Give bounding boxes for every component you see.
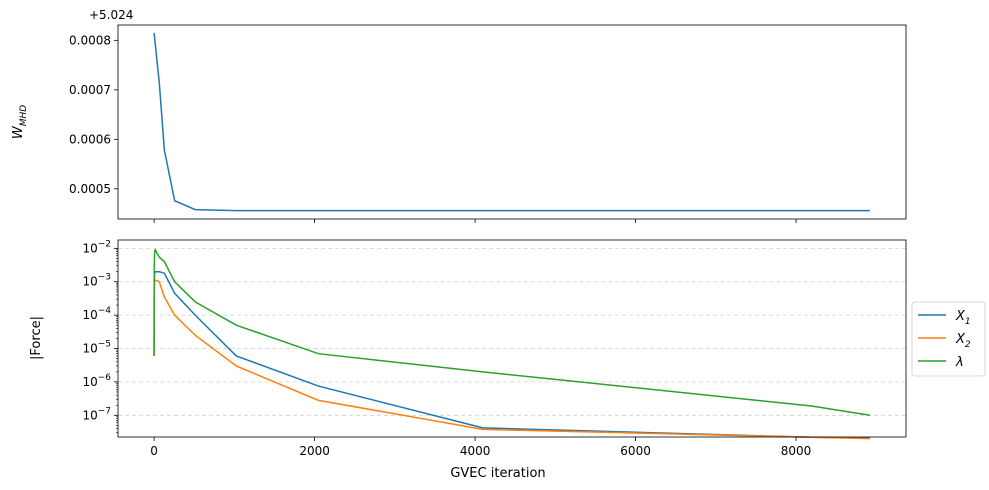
bottom-plot-area [153, 248, 871, 440]
legend-label-2: λ [955, 355, 964, 370]
top-y-tick-label-3: 0.0008 [69, 33, 111, 47]
bottom-y-tick-label-2: 10−5 [82, 340, 111, 356]
top-y-tick-label-1: 0.0006 [69, 132, 111, 146]
bottom-axes-frame [117, 239, 907, 438]
bottom-y-tick-label-3: 10−4 [82, 306, 111, 322]
bottom-x-tick-label-0: 0 [150, 444, 158, 458]
top-y-ticks: 0.0005 0.0006 0.0007 0.0008 [69, 33, 118, 196]
bottom-x-tick-label-4: 8000 [781, 444, 812, 458]
bottom-x-tick-label-2: 4000 [460, 444, 491, 458]
top-series-line-0 [153, 32, 870, 212]
legend-label-0: X1 [955, 309, 971, 327]
bottom-grid [118, 247, 906, 416]
bottom-y-tick-label-5: 10−2 [82, 239, 111, 255]
top-x-ticks [153, 219, 797, 223]
bottom-x-tick-label-1: 2000 [299, 444, 330, 458]
bottom-y-tick-label-4: 10−3 [82, 273, 111, 289]
bottom-y-tick-label-0: 10−7 [82, 406, 111, 422]
top-offset-text: +5.024 [89, 8, 133, 22]
bottom-y-axis-label: |Force| [29, 316, 44, 360]
bottom-series-line-0 [153, 270, 870, 439]
legend-label-1: X2 [955, 332, 971, 350]
legend: X1 X2 λ [911, 301, 986, 377]
top-y-axis-label: WMHD [11, 105, 29, 139]
bottom-y-ticks: 10−7 10−6 10−5 10−4 10−3 10−2 [82, 239, 118, 434]
x-axis-label: GVEC iteration [450, 466, 545, 481]
bottom-panel: 0 2000 4000 6000 8000 10−710−610−510−410−310… [29, 239, 907, 481]
bottom-y-tick-label-1: 10−6 [82, 373, 111, 389]
top-axes-frame [117, 24, 907, 220]
top-plot-area [153, 32, 870, 212]
bottom-x-ticks: 0 2000 4000 6000 8000 [150, 437, 811, 458]
top-y-tick-label-0: 0.0005 [69, 182, 111, 196]
top-panel: 0.0005 0.0006 0.0007 0.0008 +5.024 WMHD [11, 8, 907, 223]
top-y-tick-label-2: 0.0007 [69, 83, 111, 97]
bottom-x-tick-label-3: 6000 [620, 444, 651, 458]
legend-box [911, 301, 986, 377]
bottom-series-line-2 [153, 248, 871, 417]
